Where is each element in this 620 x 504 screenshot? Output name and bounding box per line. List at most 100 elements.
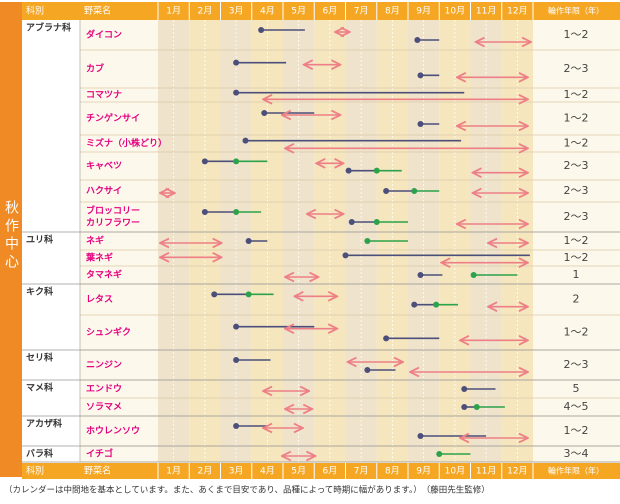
- header-month: 3月: [229, 6, 244, 17]
- header-month: 12月: [507, 466, 527, 477]
- vegetable-name: ブロッコリー: [86, 205, 140, 217]
- sow-start: [233, 323, 240, 330]
- rotation-years: 1: [573, 268, 580, 281]
- rotation-years: 1～2: [564, 88, 589, 101]
- sow-start: [417, 72, 424, 79]
- rotation-years: 1～2: [564, 424, 589, 437]
- header-month: 7月: [354, 466, 369, 477]
- rotation-years: 1～2: [564, 112, 589, 125]
- sow-start: [414, 37, 421, 43]
- sow-start: [201, 158, 208, 165]
- rotation-years: 1～2: [564, 251, 589, 264]
- family-name: ユリ科: [26, 234, 53, 246]
- vegetable-name: シュンギク: [86, 326, 131, 338]
- vegetable-name: 葉ネギ: [85, 252, 113, 264]
- sow-start: [233, 357, 240, 363]
- header-month: 11月: [476, 6, 496, 17]
- sow-start: [417, 121, 424, 127]
- sow-start: [411, 301, 418, 308]
- header-bar: [22, 463, 620, 479]
- family-name: セリ科: [26, 352, 53, 364]
- sow-start: [461, 404, 468, 410]
- header-month: 6月: [323, 6, 338, 17]
- sow-start: [233, 423, 240, 429]
- vegetable-name: ハクサイ: [86, 186, 122, 197]
- sow-start: [348, 219, 355, 225]
- plant-start: [373, 219, 380, 225]
- header-name: 野菜名: [84, 465, 111, 477]
- plant-start: [470, 272, 477, 278]
- header-years: 輪作年限（年）: [548, 6, 604, 16]
- vegetable-name: タマネギ: [86, 269, 122, 281]
- header-month: 5月: [291, 466, 306, 477]
- sow-start: [242, 137, 249, 144]
- vegetable-name: ニンジン: [86, 360, 122, 371]
- family-name: キク科: [26, 286, 53, 298]
- rotation-years: 1～2: [564, 326, 589, 339]
- plant-start: [433, 301, 440, 308]
- plant-start: [436, 451, 443, 457]
- vegetable-name: ネギ: [86, 235, 104, 247]
- header-years: 輪作年限（年）: [548, 466, 604, 476]
- rotation-years: 1～2: [564, 234, 589, 247]
- sow-start: [417, 433, 424, 439]
- header-month: 9月: [416, 466, 431, 477]
- header-month: 2月: [198, 6, 213, 17]
- rotation-years: 3～4: [564, 447, 589, 460]
- years-column: [533, 20, 620, 462]
- header-month: 1月: [166, 6, 181, 17]
- sow-start: [383, 335, 390, 342]
- sow-start: [417, 272, 424, 278]
- sow-start: [211, 291, 218, 298]
- rotation-years: 2～3: [564, 159, 589, 172]
- plant-start: [373, 167, 380, 174]
- side-band: [0, 2, 22, 477]
- sow-start: [258, 27, 265, 33]
- vegetable-name: コマツナ: [86, 90, 122, 101]
- header-month: 4月: [260, 6, 275, 17]
- family-name: アカザ科: [26, 418, 62, 430]
- rotation-years: 2～3: [564, 62, 589, 75]
- sow-start: [261, 110, 268, 116]
- vegetable-name: チンゲンサイ: [86, 112, 140, 124]
- vegetable-name: ソラマメ: [86, 402, 122, 413]
- vegetable-name: キャベツ: [86, 161, 122, 172]
- vegetable-name: レタス: [86, 293, 113, 305]
- header-name: 野菜名: [84, 5, 111, 17]
- plant-start: [473, 404, 480, 410]
- family-name: アブラナ科: [26, 22, 71, 34]
- header-month: 10月: [445, 466, 465, 477]
- family-name: バラ科: [26, 448, 53, 460]
- rotation-years: 5: [573, 382, 580, 395]
- plant-start: [364, 238, 371, 244]
- sow-start: [233, 59, 240, 66]
- rotation-years: 1～2: [564, 28, 589, 41]
- header-family: 科別: [26, 5, 44, 17]
- rotation-years: 2～3: [564, 210, 589, 223]
- header-month: 8月: [385, 6, 400, 17]
- header-family: 科別: [26, 465, 44, 477]
- header-month: 1月: [166, 466, 181, 477]
- header-month: 8月: [385, 466, 400, 477]
- sow-start: [233, 89, 240, 96]
- plant-start: [411, 188, 418, 194]
- sow-start: [245, 238, 252, 244]
- plant-start: [233, 158, 240, 165]
- header-month: 4月: [260, 466, 275, 477]
- plant-start: [245, 291, 252, 298]
- vegetable-name: ダイコン: [86, 29, 122, 41]
- header-month: 12月: [507, 6, 527, 17]
- family-name: マメ科: [26, 382, 53, 394]
- header-month: 10月: [445, 6, 465, 17]
- header-month: 7月: [354, 6, 369, 17]
- rotation-years: 4～5: [564, 400, 589, 413]
- header-month: 9月: [416, 6, 431, 17]
- plant-start: [233, 209, 240, 215]
- sow-start: [383, 188, 390, 194]
- header-month: 11月: [476, 466, 496, 477]
- sow-start: [342, 252, 349, 259]
- vegetable-name: カリフラワー: [86, 218, 140, 229]
- sow-start: [345, 167, 352, 174]
- rotation-years: 1～2: [564, 137, 589, 150]
